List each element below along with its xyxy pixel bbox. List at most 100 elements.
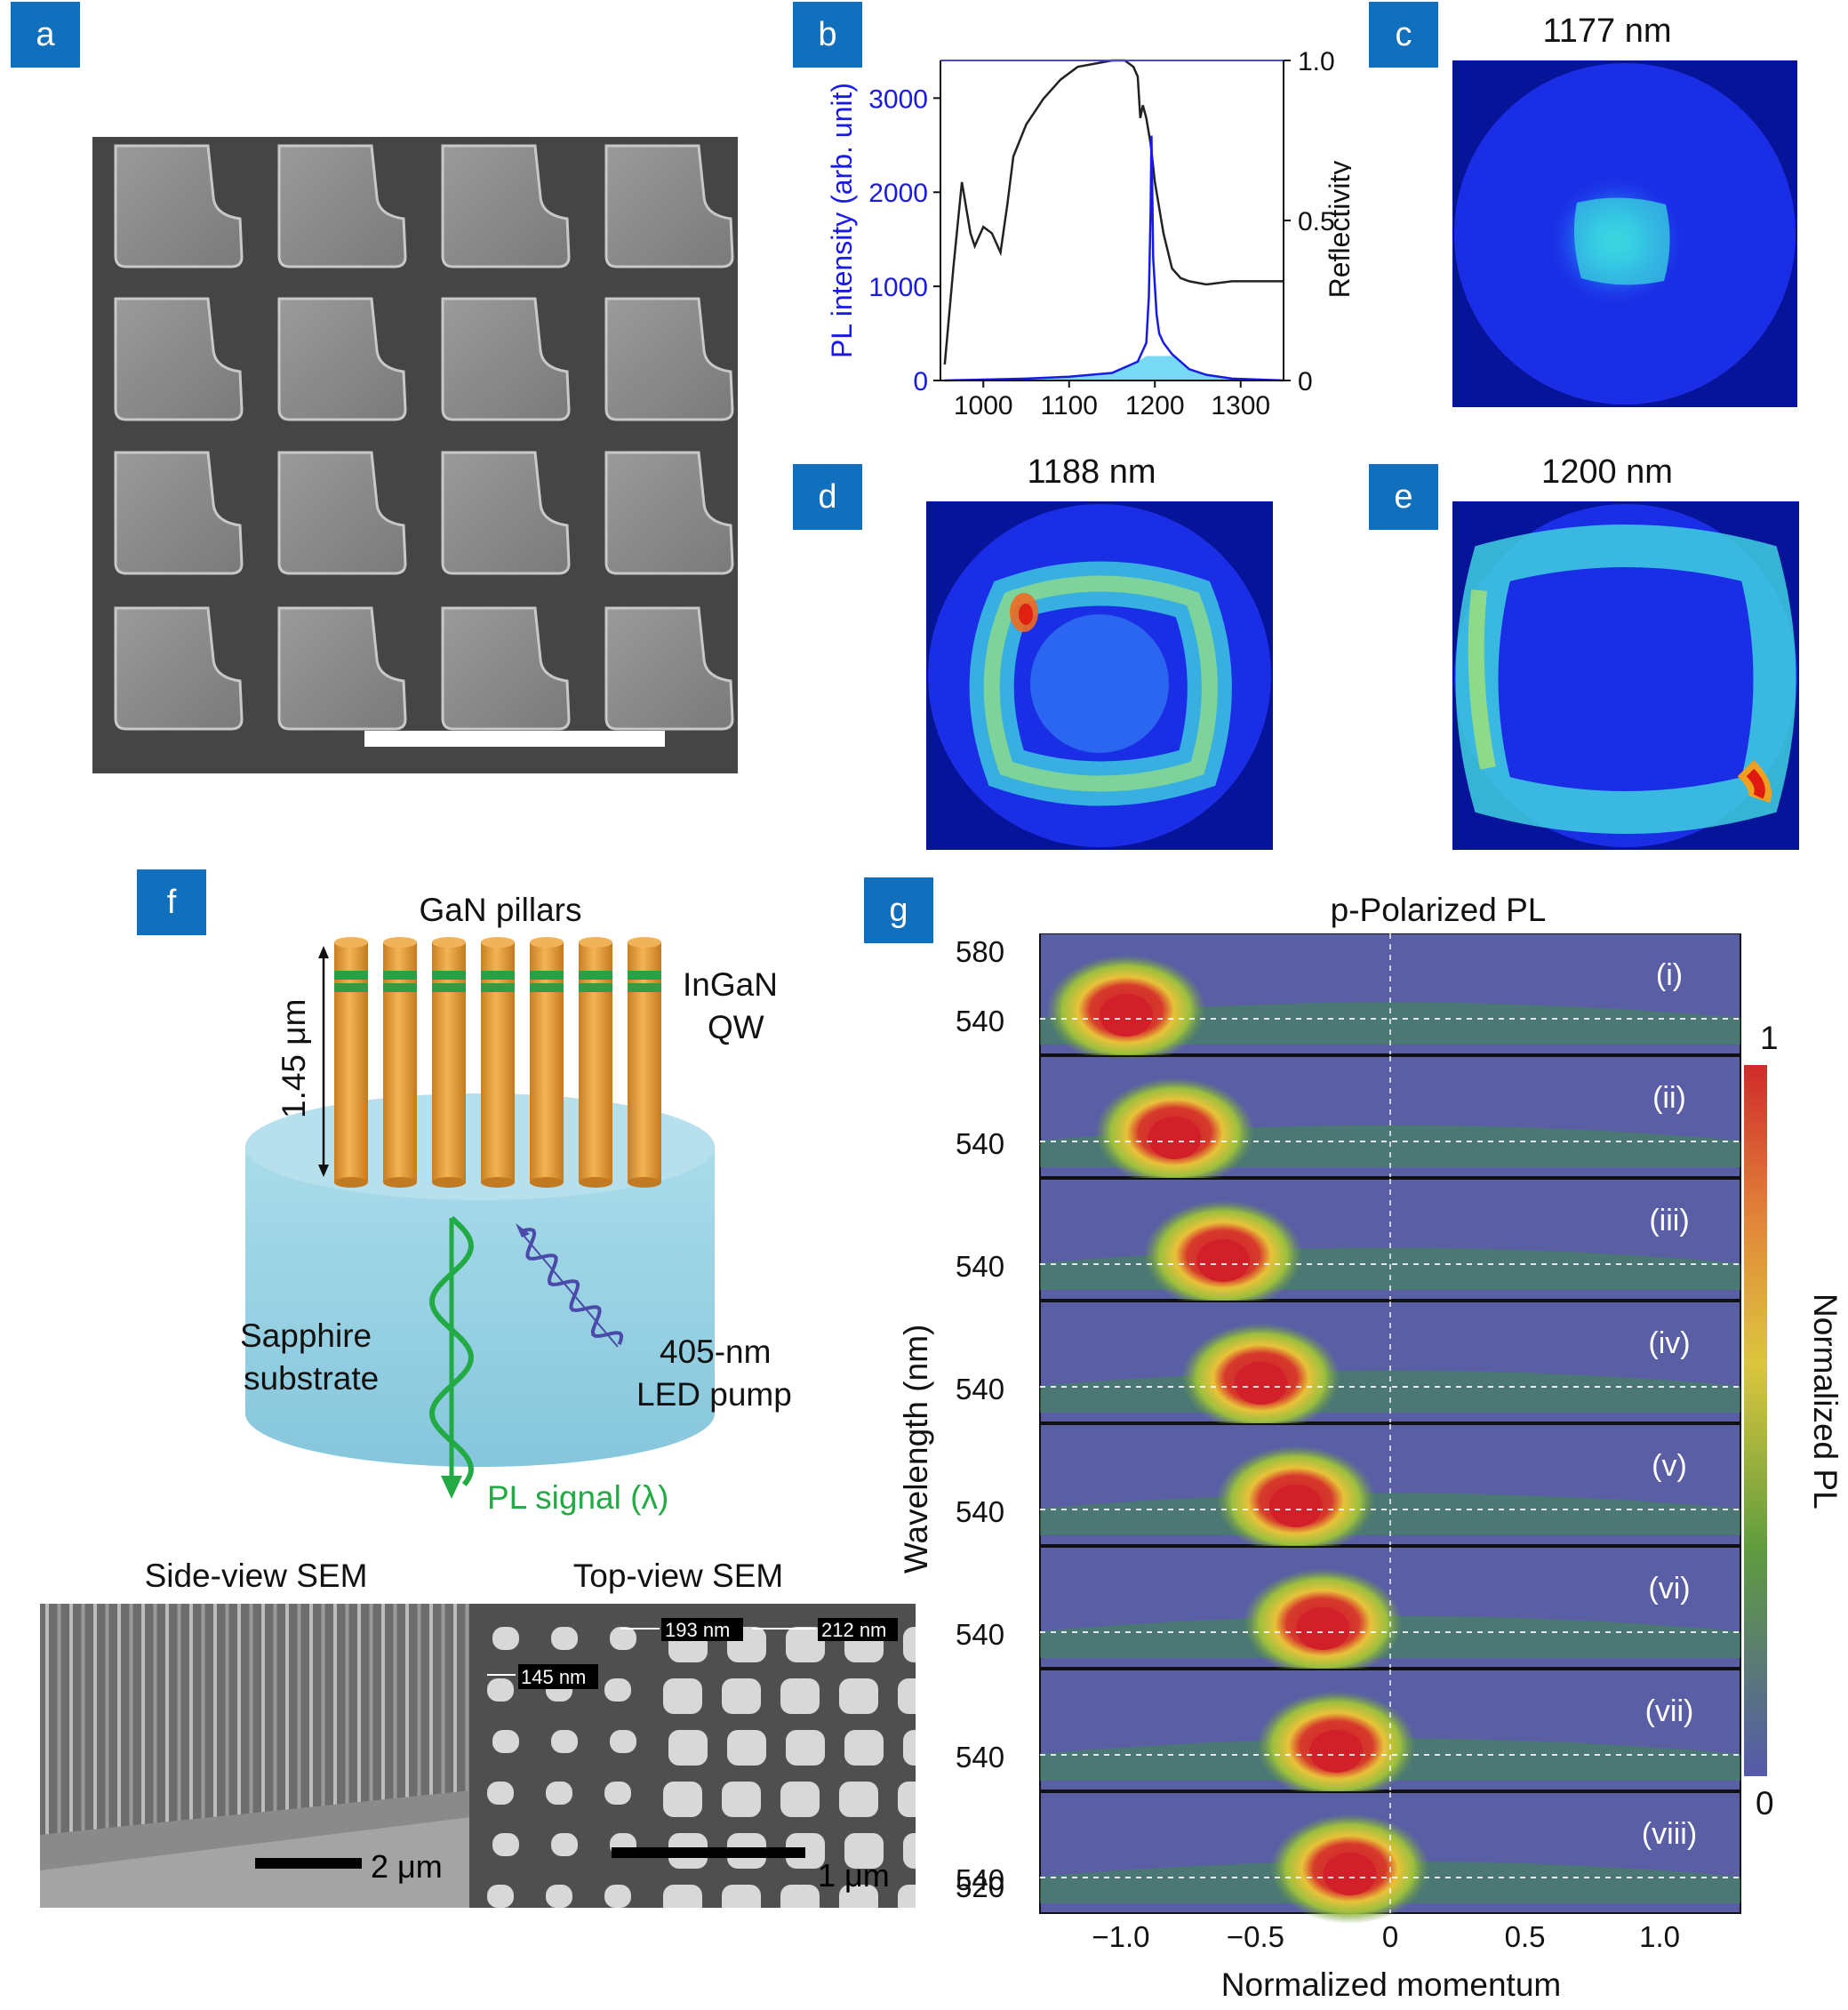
nanopillar-dot bbox=[546, 1782, 572, 1805]
dispersion-row: (iv) bbox=[1039, 1301, 1741, 1433]
dim-label-1: 193 nm bbox=[665, 1619, 730, 1641]
colorbar-label: Normalized PL bbox=[1807, 1293, 1844, 1510]
nanopillar-dot bbox=[492, 1730, 519, 1753]
dim-label-3: 145 nm bbox=[521, 1666, 586, 1688]
momentum-image-c bbox=[1452, 60, 1797, 407]
panel-d-title: 1188 nm bbox=[1027, 453, 1156, 491]
dispersion-row: (vi) bbox=[1039, 1546, 1741, 1678]
sem-image-a bbox=[92, 137, 738, 773]
quantum-well-band bbox=[628, 983, 661, 992]
qw-label-2: QW bbox=[708, 1009, 764, 1045]
sem-pad bbox=[114, 144, 244, 268]
sem-pad bbox=[277, 144, 407, 268]
panel-c-title: 1177 nm bbox=[1542, 12, 1672, 50]
dispersion-stack: (i) (ii) (iii) (iv) (v) (vi) (vii) (viii) bbox=[1039, 933, 1741, 1924]
quantum-well-band bbox=[383, 983, 417, 992]
b-xtick: 1300 bbox=[1211, 391, 1270, 420]
sem-pad bbox=[441, 144, 571, 268]
quantum-well-band bbox=[334, 983, 368, 992]
nanopillar-dot bbox=[844, 1730, 884, 1766]
nanopillar-dot bbox=[551, 1730, 578, 1753]
nanopillar-dot bbox=[604, 1678, 631, 1702]
quantum-well-band bbox=[432, 971, 466, 980]
pl-peak bbox=[1148, 1117, 1202, 1159]
panel-label-e: e bbox=[1369, 464, 1438, 530]
g-xtick: 1.0 bbox=[1639, 1920, 1680, 1953]
b-xtick: 1000 bbox=[954, 391, 1013, 420]
nanopillar-dot bbox=[898, 1678, 916, 1714]
panel-label-a: a bbox=[11, 2, 80, 68]
panel-label-d: d bbox=[793, 464, 862, 530]
quantum-well-band bbox=[628, 971, 661, 980]
b-ytick-left: 2000 bbox=[868, 179, 928, 208]
nanopillar-dot bbox=[663, 1678, 702, 1714]
g-ytick-540: 540 bbox=[956, 1618, 1005, 1651]
nanopillar-dot bbox=[780, 1885, 820, 1908]
g-xtick: −1.0 bbox=[1092, 1920, 1150, 1953]
device-schematic bbox=[245, 937, 715, 1499]
sem-pad bbox=[277, 606, 407, 731]
b-ytick-left: 3000 bbox=[868, 84, 928, 114]
nanopillar-dot bbox=[898, 1782, 916, 1817]
panel-label-g: g bbox=[864, 877, 933, 943]
nanopillar-dot bbox=[839, 1885, 878, 1908]
quantum-well-band bbox=[432, 983, 466, 992]
gan-pillar bbox=[579, 942, 612, 1182]
reflectivity-line bbox=[943, 59, 1284, 365]
g-ytick-540: 540 bbox=[956, 1741, 1005, 1774]
quantum-well-band bbox=[481, 971, 515, 980]
pump-label-1: 405-nm bbox=[660, 1333, 772, 1370]
gan-pillar bbox=[432, 942, 466, 1182]
g-xtick: 0 bbox=[1381, 1920, 1399, 1953]
quantum-well-band bbox=[481, 983, 515, 992]
panel-g-title: p-Polarized PL bbox=[1330, 892, 1547, 928]
row-label: (iii) bbox=[1649, 1204, 1689, 1237]
nanopillar-dot bbox=[780, 1782, 820, 1817]
nanopillar-dot bbox=[839, 1782, 878, 1817]
nanopillar-dot bbox=[780, 1678, 820, 1714]
dispersion-row: (v) bbox=[1039, 1423, 1741, 1556]
dispersion-row: (iii) bbox=[1039, 1178, 1741, 1310]
quantum-well-band bbox=[579, 971, 612, 980]
row-label: (i) bbox=[1656, 958, 1683, 992]
pl-line bbox=[944, 135, 1284, 382]
top-view-sem: 193 nm 212 nm 145 nm 1 μm bbox=[469, 1604, 916, 1908]
b-ytick-right: 0.5 bbox=[1298, 207, 1335, 236]
nanopillar-dot bbox=[727, 1730, 766, 1766]
substrate-label-1: Sapphire bbox=[240, 1317, 372, 1354]
pl-peak bbox=[1323, 1853, 1377, 1895]
nanopillar-dot bbox=[903, 1833, 916, 1869]
panel-label-c: c bbox=[1369, 2, 1438, 68]
panel-label-b: b bbox=[793, 2, 862, 68]
nanopillar-dot bbox=[487, 1782, 514, 1805]
colorbar-max: 1 bbox=[1760, 1020, 1779, 1056]
g-ytick-bottom-520: 520 bbox=[956, 1870, 1005, 1903]
quantum-well-band bbox=[334, 971, 368, 980]
quantum-well-band bbox=[383, 971, 417, 980]
nanopillar-dot bbox=[551, 1833, 578, 1856]
pl-peak bbox=[1309, 1730, 1364, 1773]
nanopillar-dot bbox=[722, 1885, 761, 1908]
qw-label-1: InGaN bbox=[683, 966, 778, 1003]
quantum-well-band bbox=[530, 983, 564, 992]
nanopillar-dot bbox=[610, 1730, 636, 1753]
sem-pad bbox=[604, 451, 734, 575]
b-ytick-left: 1000 bbox=[868, 273, 928, 302]
row-label: (vii) bbox=[1645, 1694, 1694, 1728]
gan-pillar bbox=[530, 942, 564, 1182]
nanopillar-dot bbox=[668, 1730, 708, 1766]
g-ylabel: Wavelength (nm) bbox=[898, 1324, 934, 1574]
colorbar-min: 0 bbox=[1756, 1785, 1774, 1822]
b-ylabel-right: Reflectivity bbox=[1324, 161, 1351, 299]
quantum-well-band bbox=[530, 971, 564, 980]
sem-pad bbox=[441, 606, 571, 731]
side-view-sem: 2 μm bbox=[40, 1604, 471, 1908]
pl-peak bbox=[1296, 1607, 1350, 1650]
dispersion-row: (vii) bbox=[1039, 1669, 1741, 1801]
gan-pillar bbox=[383, 942, 417, 1182]
g-ytick-top-580: 580 bbox=[956, 935, 1005, 968]
panel-e-title: 1200 nm bbox=[1541, 453, 1673, 491]
g-ytick-540: 540 bbox=[956, 1863, 1005, 1896]
nanopillar-dot bbox=[492, 1833, 519, 1856]
g-ytick-540: 540 bbox=[956, 1127, 1005, 1160]
